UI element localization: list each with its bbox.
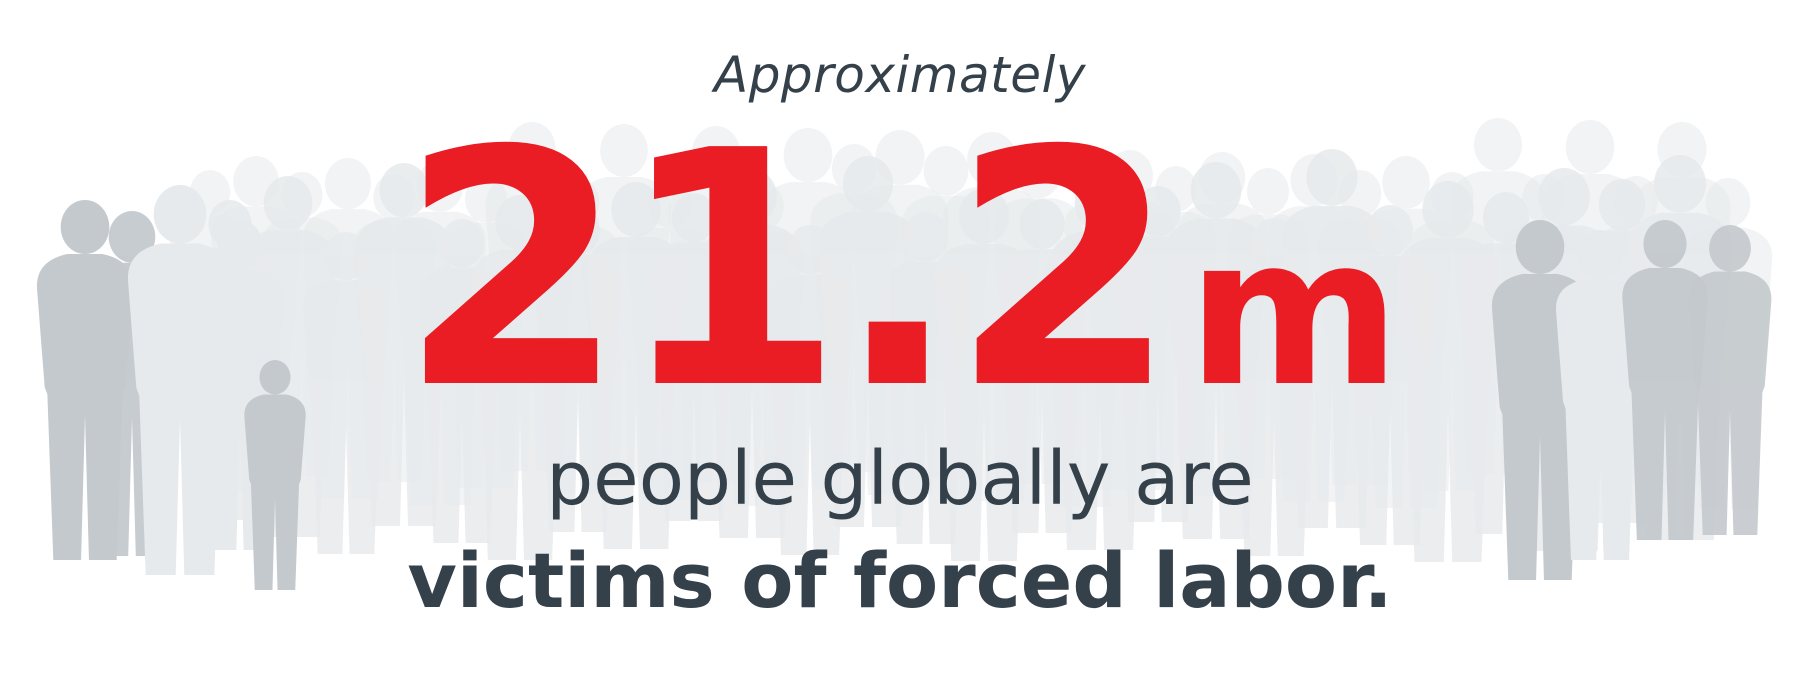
statistic-figure: 21.2m bbox=[0, 108, 1800, 433]
description-line-2: victims of forced labor. bbox=[407, 536, 1393, 625]
crowd-person-front bbox=[1622, 220, 1708, 540]
intro-text: Approximately bbox=[713, 46, 1086, 104]
statistic-unit: m bbox=[1187, 194, 1401, 432]
description-line-1: people globally are bbox=[546, 436, 1254, 522]
crowd-person-front bbox=[244, 360, 306, 590]
crowd-person-front bbox=[1555, 230, 1645, 560]
crowd-person-front bbox=[1688, 225, 1772, 535]
statistic-number: 21.2 bbox=[399, 81, 1177, 460]
